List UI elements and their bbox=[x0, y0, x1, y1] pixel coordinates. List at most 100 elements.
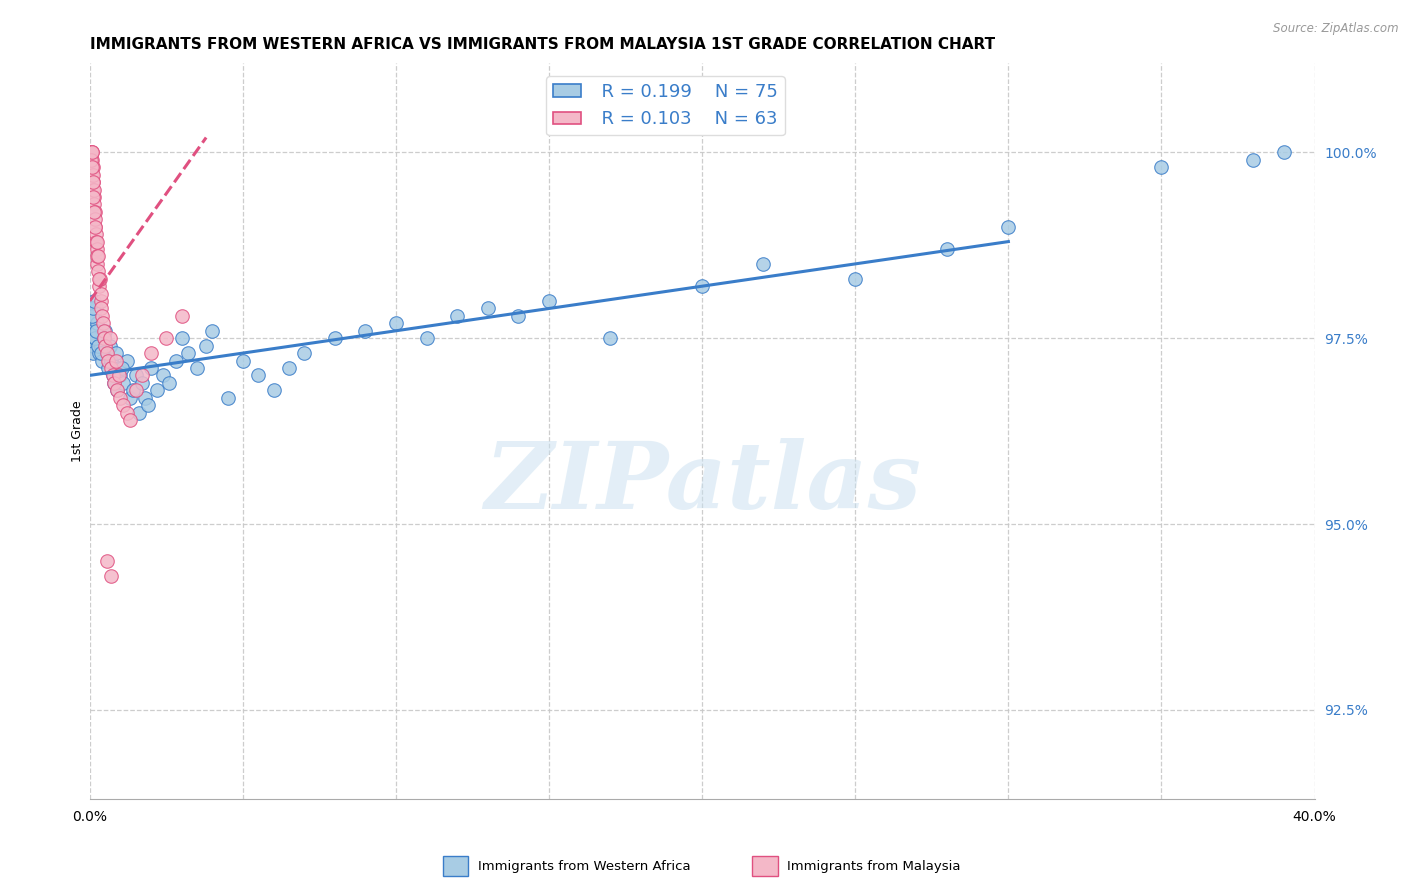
Point bbox=[354, 324, 377, 338]
Point bbox=[87, 250, 110, 264]
Point bbox=[104, 346, 127, 360]
Point bbox=[82, 346, 104, 360]
Point bbox=[96, 346, 118, 360]
Point bbox=[87, 279, 110, 293]
Point bbox=[87, 338, 110, 352]
Point bbox=[186, 360, 208, 375]
Point bbox=[83, 205, 105, 219]
Point bbox=[82, 175, 104, 189]
Point bbox=[84, 235, 107, 249]
Point bbox=[86, 324, 108, 338]
Point bbox=[100, 360, 122, 375]
Point bbox=[93, 331, 115, 345]
Point bbox=[277, 360, 299, 375]
Point bbox=[80, 145, 103, 160]
Text: Immigrants from Malaysia: Immigrants from Malaysia bbox=[787, 860, 960, 872]
Point bbox=[152, 368, 174, 383]
Legend:   R = 0.199    N = 75,   R = 0.103    N = 63: R = 0.199 N = 75, R = 0.103 N = 63 bbox=[547, 76, 785, 136]
Point bbox=[112, 398, 135, 412]
Point bbox=[100, 569, 122, 583]
Point bbox=[100, 353, 122, 368]
Point bbox=[94, 324, 117, 338]
Text: 40.0%: 40.0% bbox=[1292, 810, 1337, 824]
Point bbox=[1241, 153, 1264, 167]
Point bbox=[201, 324, 224, 338]
Point bbox=[323, 331, 346, 345]
Point bbox=[1272, 145, 1295, 160]
Point bbox=[86, 317, 108, 331]
Point bbox=[131, 368, 153, 383]
Point bbox=[82, 301, 104, 316]
Point bbox=[82, 161, 104, 175]
Point bbox=[79, 145, 101, 160]
Point bbox=[84, 219, 107, 234]
Point bbox=[91, 353, 114, 368]
Point bbox=[128, 405, 150, 419]
Point bbox=[121, 383, 143, 397]
Point bbox=[82, 338, 104, 352]
Point bbox=[217, 391, 239, 405]
Point bbox=[83, 294, 105, 309]
Point bbox=[101, 368, 124, 383]
Point bbox=[752, 257, 775, 271]
Point bbox=[83, 183, 105, 197]
Point bbox=[177, 346, 200, 360]
Point bbox=[599, 331, 621, 345]
Point bbox=[111, 360, 134, 375]
Point bbox=[139, 346, 162, 360]
Point bbox=[86, 242, 108, 256]
Point bbox=[83, 197, 105, 211]
Point bbox=[80, 145, 103, 160]
Point bbox=[93, 324, 115, 338]
Point bbox=[104, 353, 127, 368]
Point bbox=[91, 317, 114, 331]
Text: Source: ZipAtlas.com: Source: ZipAtlas.com bbox=[1274, 22, 1399, 36]
Point bbox=[508, 309, 530, 323]
Point bbox=[94, 338, 117, 352]
Point bbox=[83, 309, 105, 323]
Point bbox=[87, 346, 110, 360]
Point bbox=[89, 272, 111, 286]
Point bbox=[103, 376, 125, 390]
Point bbox=[103, 376, 125, 390]
Point bbox=[96, 346, 118, 360]
Point bbox=[80, 153, 103, 167]
Point bbox=[157, 376, 180, 390]
Point bbox=[84, 331, 107, 345]
Point bbox=[292, 346, 315, 360]
Point bbox=[84, 324, 107, 338]
Point bbox=[93, 331, 115, 345]
Point bbox=[87, 272, 110, 286]
Point bbox=[131, 376, 153, 390]
Point bbox=[87, 264, 110, 278]
Point bbox=[105, 383, 128, 397]
Point bbox=[83, 331, 105, 345]
Point bbox=[232, 353, 254, 368]
Point bbox=[86, 257, 108, 271]
Point bbox=[82, 175, 104, 189]
Point bbox=[247, 368, 270, 383]
Point bbox=[936, 242, 959, 256]
Point bbox=[82, 168, 104, 182]
Point bbox=[108, 368, 131, 383]
Point bbox=[90, 301, 112, 316]
Point bbox=[101, 368, 124, 383]
Point bbox=[125, 368, 148, 383]
Point bbox=[89, 286, 111, 301]
Point bbox=[80, 161, 103, 175]
Point bbox=[80, 145, 103, 160]
Point bbox=[83, 190, 105, 204]
Point bbox=[136, 398, 159, 412]
Point bbox=[97, 360, 120, 375]
Point bbox=[195, 338, 218, 352]
Point bbox=[84, 212, 107, 227]
Point bbox=[93, 331, 115, 345]
Point bbox=[82, 324, 104, 338]
Point bbox=[86, 235, 108, 249]
Point bbox=[110, 368, 132, 383]
Point bbox=[90, 346, 112, 360]
Point bbox=[446, 309, 468, 323]
Point bbox=[165, 353, 187, 368]
Point bbox=[1150, 161, 1173, 175]
Point bbox=[125, 383, 148, 397]
